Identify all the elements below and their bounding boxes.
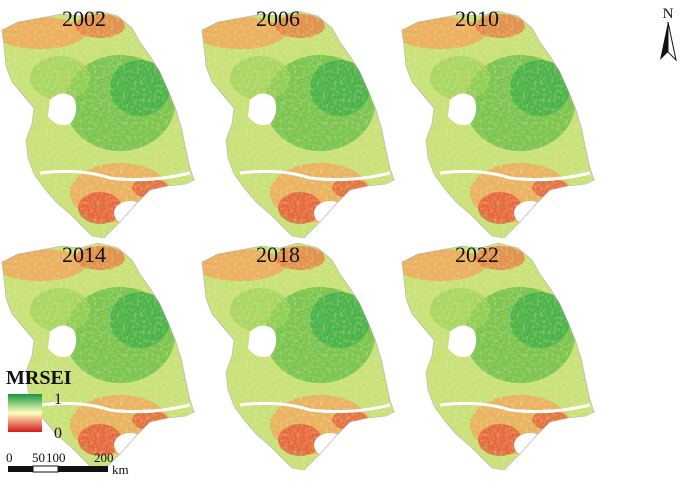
- year-label-2014: 2014: [62, 242, 106, 267]
- legend-min-label: 0: [54, 425, 62, 442]
- map-panel-2010: 2010: [395, 6, 600, 238]
- province-map-2010: [395, 8, 600, 238]
- scale-tick-200: 200: [94, 450, 114, 465]
- scale-tick-0: 0: [6, 450, 13, 465]
- legend-title: MRSEI: [6, 367, 72, 389]
- legend: MRSEI 1 0: [6, 367, 72, 442]
- north-arrow-icon: [660, 21, 677, 62]
- scale-segment-3: [58, 466, 108, 472]
- map-panel-2002: 2002: [0, 6, 200, 238]
- province-map-2018: [195, 240, 400, 470]
- map-panels: 2002 2006 2010 2014 2018 2022: [0, 6, 600, 470]
- legend-colorbar: [8, 394, 42, 432]
- map-panel-2014: 2014: [0, 240, 200, 470]
- map-panel-2018: 2018: [195, 240, 400, 470]
- scale-bar: 0 50 100 200 km: [6, 450, 129, 477]
- legend-max-label: 1: [54, 391, 62, 408]
- scale-unit: km: [112, 462, 129, 477]
- map-panel-2006: 2006: [195, 6, 400, 238]
- province-map-2014: [0, 240, 200, 470]
- scale-segment-1: [8, 466, 33, 472]
- scale-tick-100: 100: [46, 450, 66, 465]
- province-map-2002: [0, 8, 200, 238]
- north-arrow: N: [660, 6, 677, 62]
- map-panel-2022: 2022: [395, 240, 600, 470]
- year-label-2006: 2006: [256, 6, 300, 31]
- year-label-2002: 2002: [62, 6, 106, 31]
- year-label-2022: 2022: [455, 242, 499, 267]
- north-label: N: [663, 6, 674, 22]
- year-label-2018: 2018: [256, 242, 300, 267]
- year-label-2010: 2010: [455, 6, 499, 31]
- province-map-2022: [395, 240, 600, 470]
- province-map-2006: [195, 8, 400, 238]
- scale-segment-2: [32, 465, 59, 473]
- scale-tick-50: 50: [32, 450, 45, 465]
